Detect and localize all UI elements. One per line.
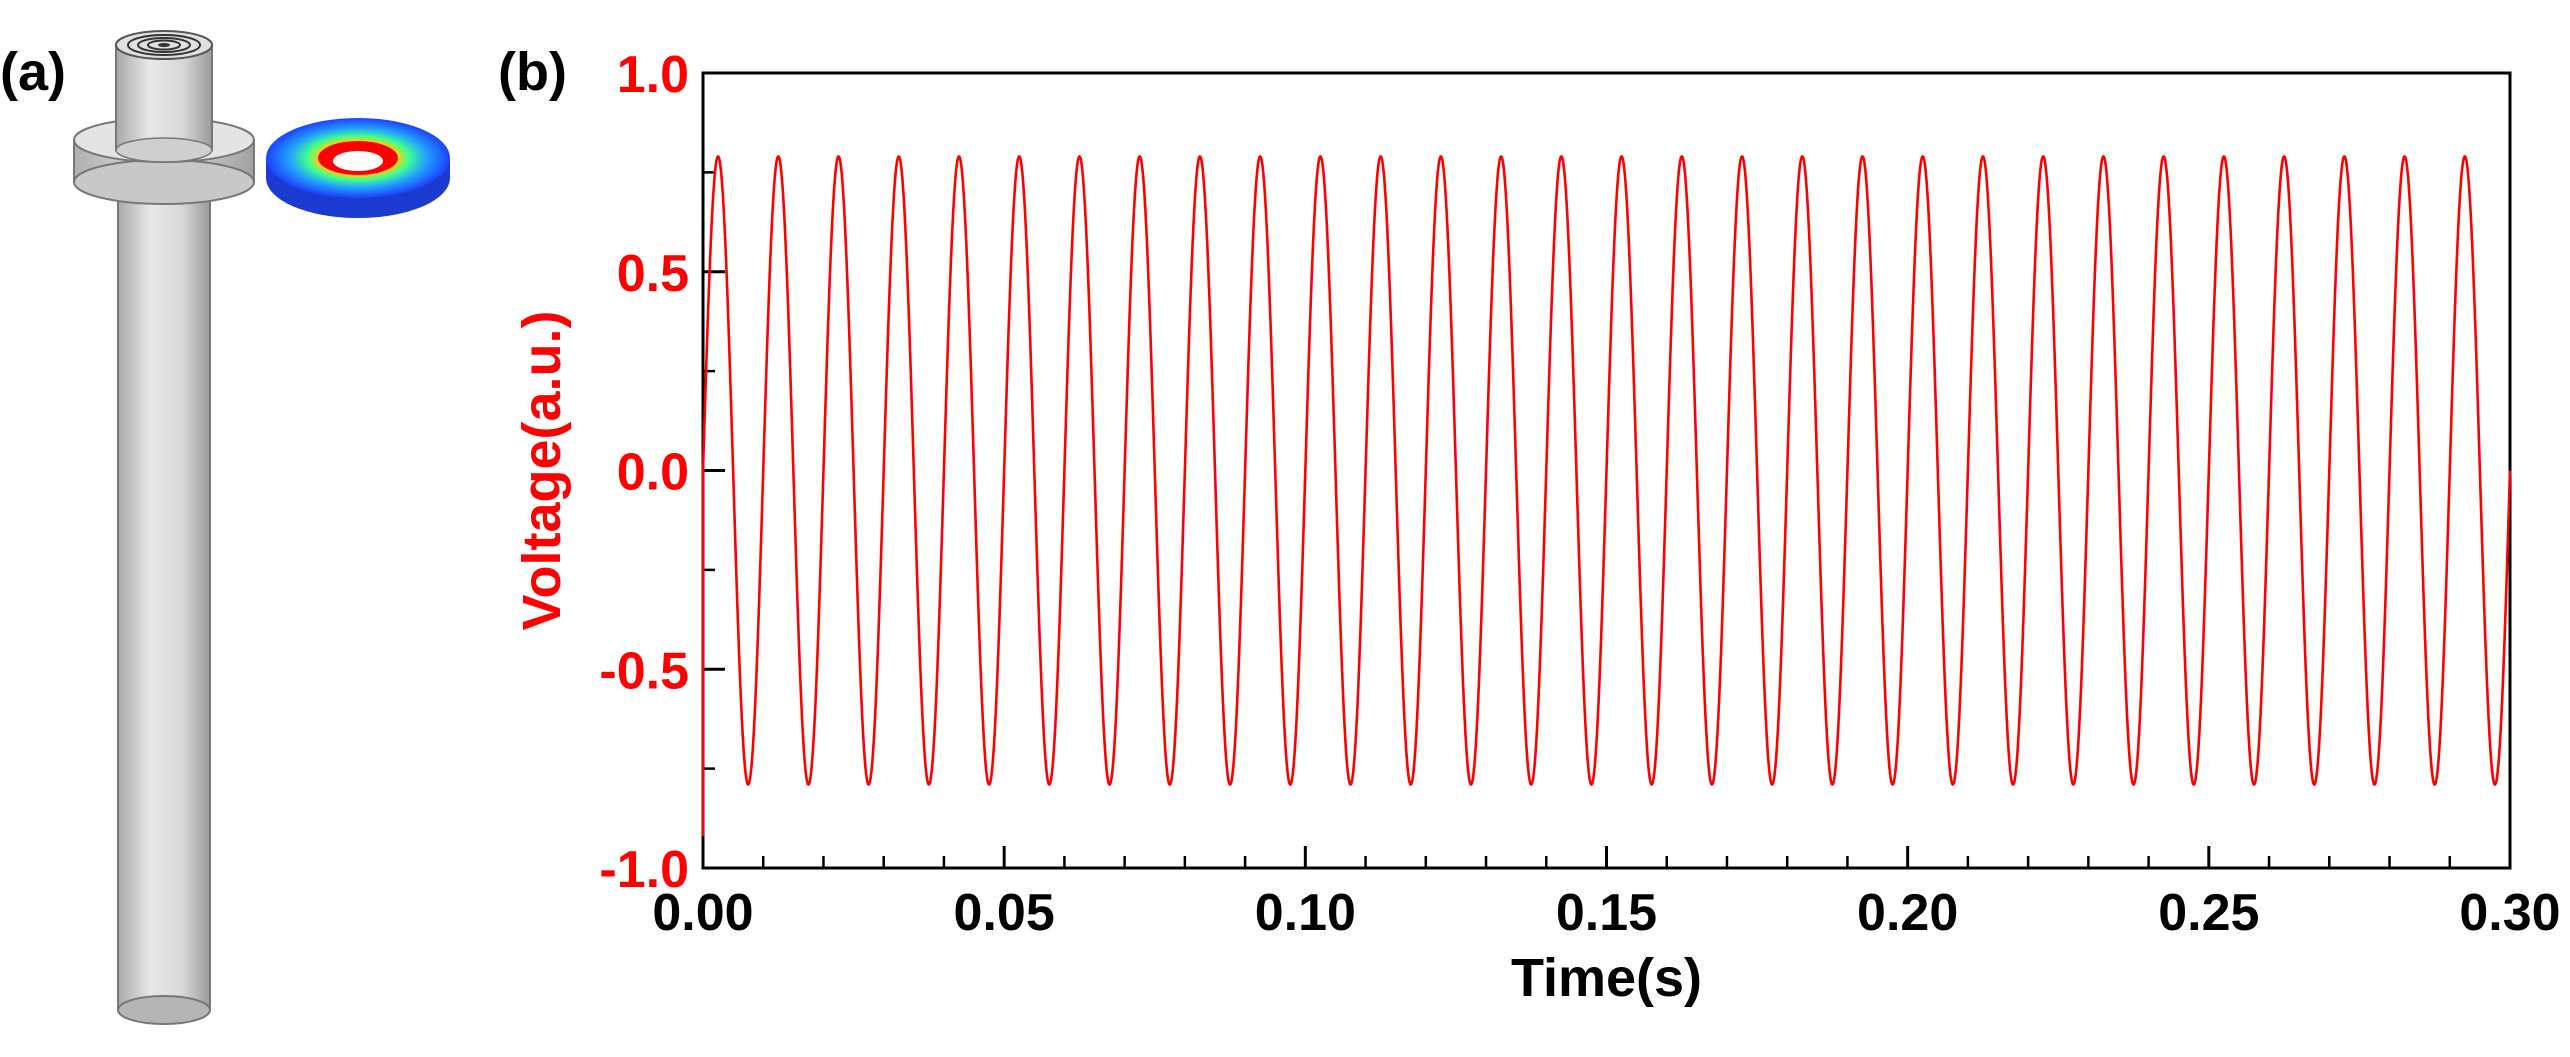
x-tick-label: 0.25 <box>2158 884 2259 942</box>
x-axis-label: Time(s) <box>1511 948 1702 1008</box>
panel-label-a: (a) <box>0 42 66 102</box>
panel-label-b: (b) <box>498 42 567 102</box>
y-tick-label: -0.5 <box>599 642 689 700</box>
x-tick-label: 0.30 <box>2459 884 2560 942</box>
x-tick-label: 0.10 <box>1255 884 1356 942</box>
rod-illustration <box>73 30 255 1025</box>
y-axis-ticks <box>703 71 725 870</box>
voltage-series-line <box>701 155 2512 837</box>
ring-disk-illustration <box>266 118 450 218</box>
y-tick-label: 1.0 <box>617 46 689 104</box>
y-tick-label: -1.0 <box>599 841 689 899</box>
y-axis-tick-labels: -1.0 -0.5 0.0 0.5 1.0 <box>599 46 689 899</box>
voltage-chart: 0.00 0.05 0.10 0.15 0.20 0.25 0.30 -1.0 -0.5 0.0… <box>512 46 2561 1008</box>
x-tick-label: 0.20 <box>1857 884 1958 942</box>
x-tick-label: 0.15 <box>1556 884 1657 942</box>
y-tick-label: 0.0 <box>617 444 689 502</box>
x-tick-label: 0.05 <box>954 884 1055 942</box>
y-axis-label: Voltage(a.u.) <box>512 310 572 630</box>
y-tick-label: 0.5 <box>617 245 689 303</box>
x-axis-ticks <box>701 846 2512 868</box>
x-tick-label: 0.00 <box>652 884 753 942</box>
x-axis-tick-labels: 0.00 0.05 0.10 0.15 0.20 0.25 0.30 <box>652 884 2560 942</box>
